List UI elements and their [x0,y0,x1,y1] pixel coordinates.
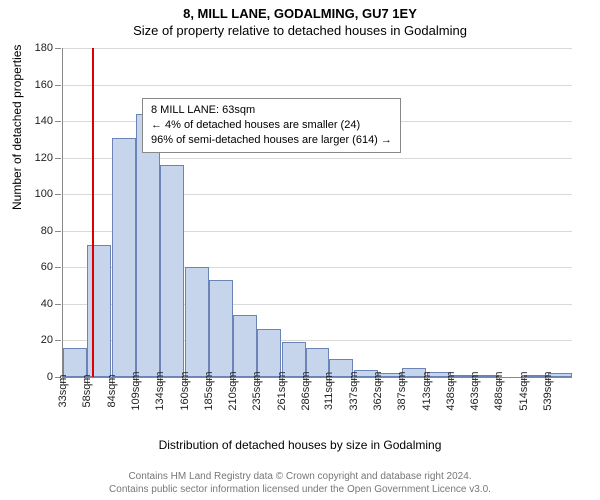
histogram-bar [209,280,233,377]
y-tick-label: 120 [35,152,53,164]
x-tick-label: 438sqm [445,371,457,410]
histogram-bar [185,267,209,377]
annotation-line2: ← 4% of detached houses are smaller (24) [151,118,392,133]
x-tick-label: 185sqm [203,371,215,410]
x-tick-label: 311sqm [323,372,335,410]
chart-title-address: 8, MILL LANE, GODALMING, GU7 1EY [0,6,600,21]
y-tick [55,158,61,159]
x-tick-label: 58sqm [81,374,93,407]
y-tick-label: 0 [47,371,53,383]
y-tick-label: 40 [41,298,53,310]
plot-area: 02040608010012014016018033sqm58sqm84sqm1… [62,48,572,378]
y-tick [55,267,61,268]
histogram-bar [160,165,184,377]
x-tick-label: 413sqm [421,371,433,410]
y-tick [55,48,61,49]
x-tick-label: 210sqm [227,371,239,410]
x-tick-label: 235sqm [251,371,263,410]
histogram-bar [136,114,160,377]
y-tick-label: 60 [41,261,53,273]
annotation-line1: 8 MILL LANE: 63sqm [151,103,392,118]
x-axis-label: Distribution of detached houses by size … [0,438,600,452]
footer-text: Contains HM Land Registry data © Crown c… [0,470,600,496]
histogram-bar [63,348,87,377]
y-tick-label: 140 [35,115,53,127]
x-tick-label: 362sqm [372,371,384,410]
y-tick-label: 80 [41,225,53,237]
y-tick-label: 160 [35,79,53,91]
y-tick-label: 20 [41,334,53,346]
x-tick-label: 261sqm [276,371,288,410]
x-tick-label: 514sqm [518,371,530,410]
histogram-bar [87,245,111,377]
chart-titles: 8, MILL LANE, GODALMING, GU7 1EY Size of… [0,0,600,38]
histogram-bar [112,138,136,377]
footer-line2: Contains public sector information licen… [0,483,600,496]
y-tick [55,194,61,195]
x-tick-label: 387sqm [396,371,408,410]
y-tick [55,231,61,232]
footer-line1: Contains HM Land Registry data © Crown c… [0,470,600,483]
y-tick-label: 100 [35,188,53,200]
x-tick-label: 160sqm [179,371,191,410]
histogram-bar [233,315,257,377]
x-tick-label: 488sqm [493,371,505,410]
annotation-box: 8 MILL LANE: 63sqm ← 4% of detached hous… [142,98,401,153]
y-axis-label: Number of detached properties [10,45,24,210]
x-tick-label: 33sqm [57,374,69,407]
histogram-bar [257,329,281,377]
x-tick-label: 84sqm [106,374,118,407]
x-tick-label: 463sqm [469,371,481,410]
x-tick-label: 337sqm [348,371,360,410]
gridline [63,48,572,49]
chart-title-subtitle: Size of property relative to detached ho… [0,23,600,38]
annotation-line3: 96% of semi-detached houses are larger (… [151,133,392,148]
reference-line [92,48,94,377]
x-tick-label: 286sqm [300,371,312,410]
y-tick [55,85,61,86]
x-tick-label: 539sqm [542,371,554,410]
y-tick [55,340,61,341]
y-tick [55,121,61,122]
gridline [63,85,572,86]
x-tick-label: 134sqm [154,371,166,410]
y-tick [55,304,61,305]
y-tick-label: 180 [35,42,53,54]
x-tick-label: 109sqm [130,371,142,410]
